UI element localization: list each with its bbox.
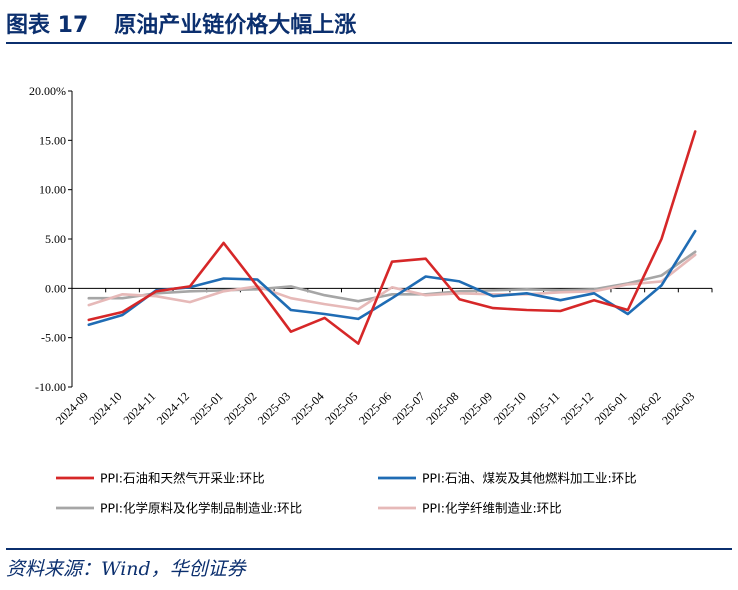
y-tick-label: 10.00 bbox=[39, 183, 66, 197]
series-line-3 bbox=[87, 250, 697, 303]
figure-caption: 原油产业链价格大幅上涨 bbox=[114, 13, 357, 38]
x-tick-label: 2026-01 bbox=[592, 389, 630, 427]
x-tick-label: 2026-02 bbox=[625, 389, 663, 427]
x-tick-label: 2025-04 bbox=[289, 389, 327, 427]
legend-label-4: PPI:化学纤维制造业:环比 bbox=[422, 501, 562, 516]
x-tick-label: 2024-11 bbox=[120, 389, 158, 427]
y-tick-label: 0.00 bbox=[45, 281, 66, 295]
line-chart: 20.00%15.0010.005.000.00-5.00-10.002024-… bbox=[29, 84, 713, 516]
series-line-1 bbox=[87, 130, 697, 345]
chart-axes: 20.00%15.0010.005.000.00-5.00-10.002024-… bbox=[29, 84, 713, 427]
x-tick-label: 2025-08 bbox=[423, 389, 461, 427]
chart-legend: PPI:石油和天然气开采业:环比 PPI:石油、煤炭及其他燃料加工业:环比 PPI:… bbox=[56, 471, 637, 516]
legend-label-3: PPI:化学原料及化学制品制造业:环比 bbox=[100, 501, 302, 516]
y-tick-label: 20.00% bbox=[29, 84, 66, 98]
x-tick-label: 2025-05 bbox=[322, 389, 360, 427]
x-tick-label: 2025-10 bbox=[491, 389, 529, 427]
legend-label-2: PPI:石油、煤炭及其他燃料加工业:环比 bbox=[422, 471, 637, 486]
figure-source: 资料来源：Wind，华创证券 bbox=[6, 548, 732, 584]
x-tick-label: 2024-10 bbox=[86, 389, 124, 427]
figure-number: 图表 17 bbox=[6, 13, 89, 38]
series-line-2 bbox=[87, 229, 697, 327]
chart-series bbox=[87, 130, 697, 345]
x-tick-label: 2024-09 bbox=[53, 389, 91, 427]
x-tick-label: 2026-03 bbox=[659, 389, 697, 427]
x-tick-label: 2025-11 bbox=[525, 389, 563, 427]
x-tick-label: 2025-03 bbox=[255, 389, 293, 427]
x-tick-label: 2025-02 bbox=[221, 389, 259, 427]
figure-title-bar: 图表 17 原油产业链价格大幅上涨 bbox=[6, 4, 732, 44]
x-tick-label: 2025-09 bbox=[457, 389, 495, 427]
x-tick-label: 2025-07 bbox=[390, 389, 428, 427]
x-tick-label: 2024-12 bbox=[154, 389, 192, 427]
y-tick-label: -10.00 bbox=[35, 380, 66, 394]
y-tick-label: 5.00 bbox=[45, 232, 66, 246]
series-line-4 bbox=[87, 253, 697, 311]
x-tick-label: 2025-06 bbox=[356, 389, 394, 427]
y-tick-label: 15.00 bbox=[39, 133, 66, 147]
y-tick-label: -5.00 bbox=[41, 331, 66, 345]
x-tick-label: 2025-01 bbox=[188, 389, 226, 427]
x-tick-label: 2025-12 bbox=[558, 389, 596, 427]
legend-label-1: PPI:石油和天然气开采业:环比 bbox=[100, 471, 265, 486]
